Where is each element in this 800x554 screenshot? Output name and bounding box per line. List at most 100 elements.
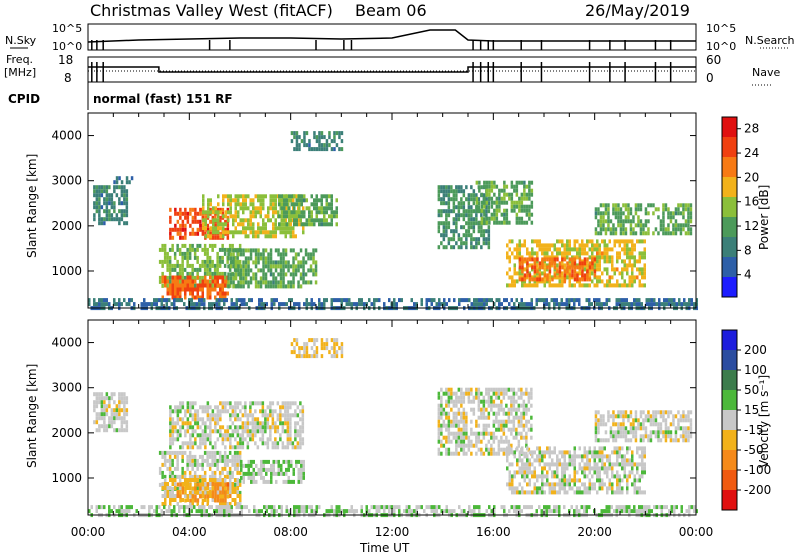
data-cell — [199, 295, 202, 300]
data-cell — [325, 139, 329, 144]
data-cell — [277, 284, 280, 289]
data-cell — [250, 471, 253, 476]
data-cell — [477, 387, 481, 392]
data-cell — [189, 231, 192, 236]
data-cell — [303, 354, 306, 359]
data-cell — [184, 429, 187, 434]
data-cell — [573, 247, 576, 252]
data-cell — [176, 219, 180, 224]
data-cell — [262, 475, 265, 480]
data-cell — [482, 237, 486, 242]
data-cell — [330, 338, 334, 343]
data-cell — [512, 391, 516, 396]
data-cell — [299, 218, 302, 223]
data-cell — [294, 429, 297, 434]
data-cell — [223, 271, 227, 276]
data-cell — [184, 494, 187, 498]
data-cell — [204, 429, 207, 434]
data-cell — [527, 419, 531, 424]
data-cell — [480, 399, 483, 404]
data-cell — [211, 243, 214, 248]
data-cell — [191, 454, 194, 459]
data-cell — [526, 462, 529, 467]
data-cell — [541, 257, 544, 262]
data-cell — [470, 241, 473, 246]
data-cell — [325, 338, 329, 343]
data-cell — [269, 260, 273, 265]
data-cell — [590, 302, 593, 307]
data-cell — [538, 458, 541, 463]
data-cell — [482, 241, 486, 246]
data-cell — [447, 411, 451, 416]
data-cell — [637, 207, 640, 212]
data-cell — [270, 471, 273, 476]
data-cell — [393, 298, 396, 303]
data-cell — [604, 203, 608, 208]
data-cell — [520, 395, 523, 400]
data-cell — [608, 279, 611, 284]
data-cell — [262, 202, 265, 207]
data-cell — [548, 466, 551, 471]
data-cell — [482, 451, 486, 456]
data-cell — [320, 135, 324, 140]
data-cell — [196, 219, 200, 224]
data-cell — [100, 185, 104, 190]
data-cell — [221, 466, 224, 471]
data-cell — [269, 234, 272, 239]
data-cell — [650, 302, 653, 307]
data-cell — [164, 283, 167, 288]
data-cell — [669, 219, 673, 224]
data-cell — [581, 247, 584, 252]
data-cell — [588, 450, 591, 455]
data-cell — [113, 205, 116, 210]
data-cell — [500, 387, 503, 392]
data-cell — [219, 494, 222, 499]
data-cell — [310, 302, 313, 307]
data-cell — [234, 230, 237, 235]
data-cell — [229, 280, 233, 285]
data-cell — [216, 291, 219, 296]
data-cell — [118, 197, 121, 202]
data-cell — [234, 437, 237, 442]
data-cell — [470, 439, 473, 444]
data-cell — [530, 192, 534, 197]
data-cell — [290, 479, 293, 484]
data-cell — [520, 200, 524, 205]
data-cell — [264, 234, 267, 239]
data-cell — [602, 227, 605, 232]
data-cell — [335, 131, 339, 136]
data-cell — [292, 256, 295, 261]
data-cell — [528, 478, 531, 483]
data-cell — [191, 231, 195, 236]
data-cell — [234, 276, 238, 281]
data-cell — [498, 298, 501, 303]
data-cell — [244, 206, 247, 211]
data-cell — [318, 218, 321, 223]
data-cell — [279, 437, 282, 442]
data-cell — [290, 350, 294, 355]
data-cell — [292, 260, 295, 265]
data-cell — [161, 494, 164, 498]
data-cell — [450, 451, 453, 456]
data-cell — [170, 302, 173, 307]
data-cell — [254, 206, 257, 211]
data-cell — [244, 248, 248, 253]
data-cell — [246, 421, 250, 426]
data-cell — [591, 251, 594, 256]
data-cell — [270, 463, 273, 468]
data-cell — [234, 210, 237, 215]
data-cell — [556, 283, 559, 288]
data-cell — [246, 417, 250, 422]
data-cell — [581, 458, 584, 463]
data-cell — [259, 421, 262, 426]
data-cell — [251, 401, 255, 406]
data-cell — [208, 279, 212, 284]
data-cell — [568, 251, 571, 256]
data-cell — [250, 298, 253, 303]
data-cell — [628, 275, 631, 280]
data-cell — [636, 450, 639, 455]
data-cell — [274, 234, 277, 239]
data-cell — [186, 486, 189, 490]
data-cell — [289, 198, 292, 203]
data-cell — [507, 407, 511, 412]
